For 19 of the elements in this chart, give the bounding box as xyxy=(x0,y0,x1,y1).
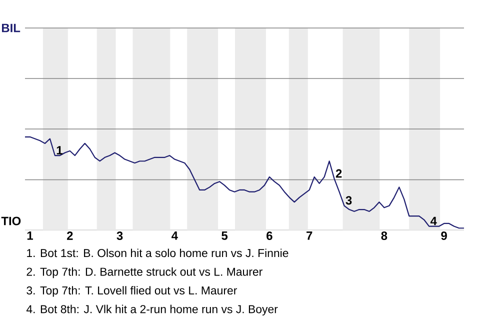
text: BIL xyxy=(2,24,20,32)
x-tick-label: 8 xyxy=(381,232,388,240)
x-tick-label: 4 xyxy=(172,232,178,240)
x-tick-label: 2 xyxy=(66,232,73,240)
text: 4. Bot 8th: J. Vlk hit a 2-run home run vs J. Boyer xyxy=(26,304,278,316)
text: 3. Top 7th: T. Lovell flied out vs L. Maurer xyxy=(26,286,237,297)
x-tick-label: 5 xyxy=(222,232,228,240)
annotation: 2 xyxy=(336,169,342,178)
x-tick-label: 6 xyxy=(266,232,272,240)
x-tick-label: 9 xyxy=(441,232,447,240)
text: TIO xyxy=(1,216,21,226)
text: 1. Bot 1st: B. Olson hit a solo home run vs J. Finnie xyxy=(27,248,288,258)
annotation: 4 xyxy=(430,216,437,226)
x-tick-label: 1 xyxy=(27,232,33,240)
annotation: 1 xyxy=(56,146,62,154)
text: 2. Top 7th: D. Barnette struck out vs L. Maurer xyxy=(26,267,262,278)
annotation: 3 xyxy=(346,196,352,205)
x-tick-label: 3 xyxy=(116,232,123,240)
x-tick-label: 7 xyxy=(306,232,312,240)
